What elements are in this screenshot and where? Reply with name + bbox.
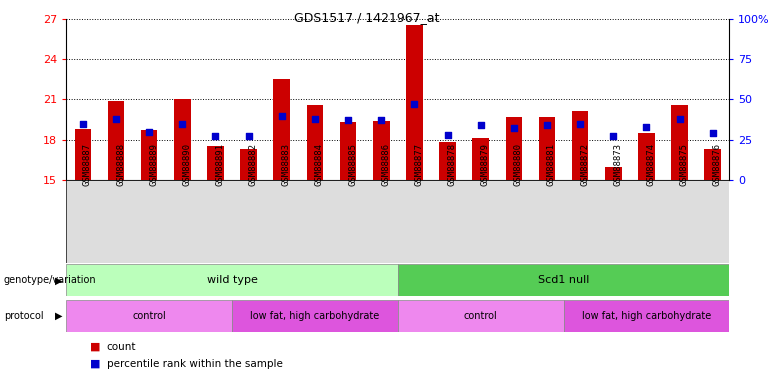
Point	[110, 116, 122, 122]
Text: GSM88872: GSM88872	[580, 143, 589, 186]
Bar	[605, 166, 622, 180]
Point	[408, 101, 420, 107]
Bar	[539, 117, 555, 180]
Bar	[240, 149, 257, 180]
Point	[607, 134, 619, 140]
Text: GSM88877: GSM88877	[414, 143, 424, 186]
Bar	[232, 300, 398, 332]
Point	[441, 132, 454, 138]
Point	[176, 121, 189, 127]
Text: control: control	[464, 311, 498, 321]
Bar	[340, 122, 356, 180]
Text: low fat, high carbohydrate: low fat, high carbohydrate	[582, 311, 711, 321]
Text: GSM88881: GSM88881	[547, 143, 556, 186]
Text: GSM88874: GSM88874	[647, 143, 655, 186]
Text: GSM88883: GSM88883	[282, 143, 291, 186]
Bar	[108, 101, 124, 180]
Point	[508, 125, 520, 131]
Text: GSM88873: GSM88873	[613, 143, 622, 186]
Text: GSM88882: GSM88882	[249, 143, 257, 186]
Text: low fat, high carbohydrate: low fat, high carbohydrate	[250, 311, 380, 321]
Text: GDS1517 / 1421967_at: GDS1517 / 1421967_at	[294, 11, 439, 24]
Text: Scd1 null: Scd1 null	[538, 275, 589, 285]
Text: GSM88885: GSM88885	[348, 143, 357, 186]
Bar	[439, 142, 456, 180]
Bar	[572, 111, 588, 180]
Bar	[398, 264, 729, 296]
Bar	[174, 99, 190, 180]
Bar	[406, 26, 423, 180]
Text: GSM88887: GSM88887	[83, 143, 92, 186]
Text: GSM88891: GSM88891	[215, 143, 225, 186]
Bar	[505, 117, 522, 180]
Text: GSM88876: GSM88876	[713, 143, 722, 186]
Bar	[638, 133, 654, 180]
Bar	[704, 149, 721, 180]
Point	[640, 124, 653, 130]
Text: protocol: protocol	[4, 311, 44, 321]
Bar	[207, 146, 224, 180]
Bar	[307, 105, 323, 180]
Bar	[398, 300, 563, 332]
Point	[707, 130, 719, 136]
Text: GSM88888: GSM88888	[116, 143, 125, 186]
Text: GSM88880: GSM88880	[514, 143, 523, 186]
Bar	[473, 138, 489, 180]
Bar	[66, 264, 398, 296]
Text: GSM88878: GSM88878	[448, 143, 456, 186]
Text: GSM88884: GSM88884	[315, 143, 324, 186]
Text: control: control	[133, 311, 166, 321]
Text: ▶: ▶	[55, 311, 62, 321]
Point	[474, 122, 487, 128]
Point	[342, 117, 354, 123]
Text: count: count	[107, 342, 136, 352]
Bar	[672, 105, 688, 180]
Bar	[75, 129, 91, 180]
Text: ■: ■	[90, 359, 100, 369]
Text: GSM88875: GSM88875	[679, 143, 689, 186]
Text: GSM88886: GSM88886	[381, 143, 390, 186]
Text: wild type: wild type	[207, 275, 257, 285]
Bar	[373, 121, 389, 180]
Bar	[66, 300, 232, 332]
Bar	[141, 130, 158, 180]
Text: percentile rank within the sample: percentile rank within the sample	[107, 359, 282, 369]
Text: GSM88890: GSM88890	[183, 143, 191, 186]
Text: GSM88889: GSM88889	[149, 143, 158, 186]
Point	[541, 122, 553, 128]
Point	[76, 121, 89, 127]
Point	[309, 116, 321, 122]
Point	[673, 116, 686, 122]
Text: GSM88879: GSM88879	[480, 143, 490, 186]
Point	[574, 121, 587, 127]
Point	[243, 134, 255, 140]
Point	[275, 112, 288, 118]
Text: ■: ■	[90, 342, 100, 352]
Point	[209, 134, 222, 140]
Point	[143, 129, 155, 135]
Text: genotype/variation: genotype/variation	[4, 275, 97, 285]
Text: ▶: ▶	[55, 275, 62, 285]
Point	[375, 117, 388, 123]
Bar	[563, 300, 729, 332]
Bar	[274, 79, 290, 180]
